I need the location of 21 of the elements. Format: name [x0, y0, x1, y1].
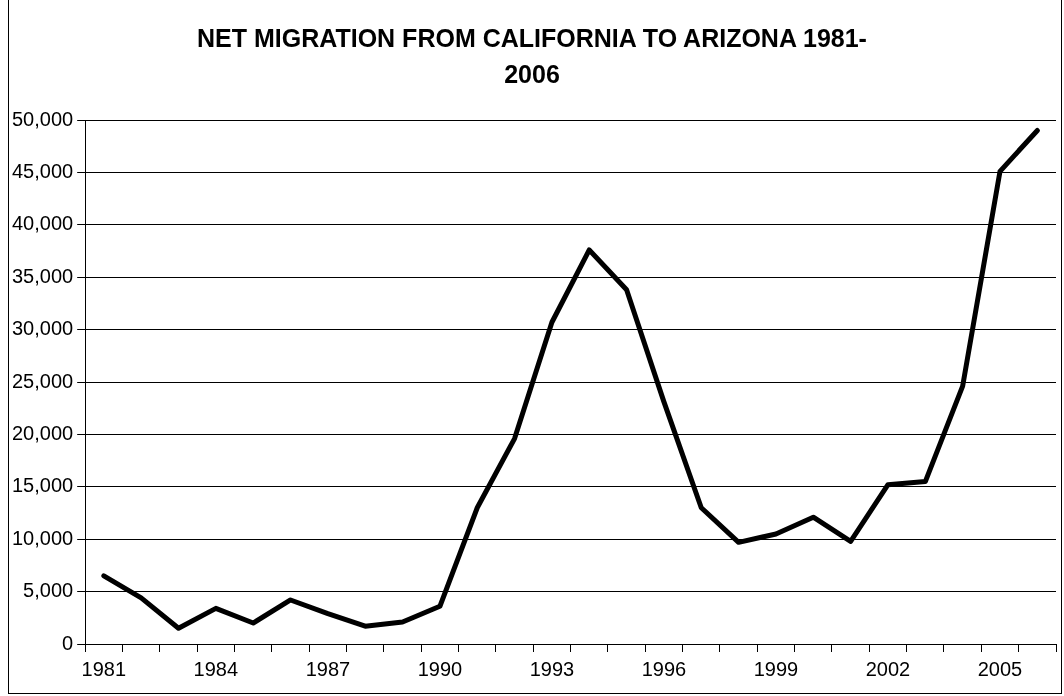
- y-tick-label: 0: [62, 631, 74, 654]
- y-tick-label: 10,000: [12, 526, 74, 549]
- y-tick-label: 45,000: [12, 159, 74, 182]
- y-tick-label: 35,000: [12, 264, 74, 287]
- y-tick-label: 15,000: [12, 474, 74, 497]
- x-tick-label: 2002: [865, 657, 911, 680]
- y-tick-label: 40,000: [12, 212, 74, 235]
- x-tick-label: 1987: [305, 657, 351, 680]
- x-tick-label: 1981: [81, 657, 127, 680]
- x-tick-label: 1990: [417, 657, 463, 680]
- y-tick-label: 25,000: [12, 369, 74, 392]
- x-tick-label: 1996: [641, 657, 687, 680]
- x-tick-label: 1993: [529, 657, 575, 680]
- x-tick-label: 1999: [753, 657, 799, 680]
- x-tick-label: 2005: [977, 657, 1023, 680]
- y-tick-label: 50,000: [12, 107, 74, 130]
- y-tick-label: 30,000: [12, 317, 74, 340]
- y-tick-label: 20,000: [12, 421, 74, 444]
- x-tick-label: 1984: [193, 657, 239, 680]
- chart-title: NET MIGRATION FROM CALIFORNIA TO ARIZONA 1981-2006: [196, 23, 868, 90]
- y-tick-label: 5,000: [23, 579, 74, 602]
